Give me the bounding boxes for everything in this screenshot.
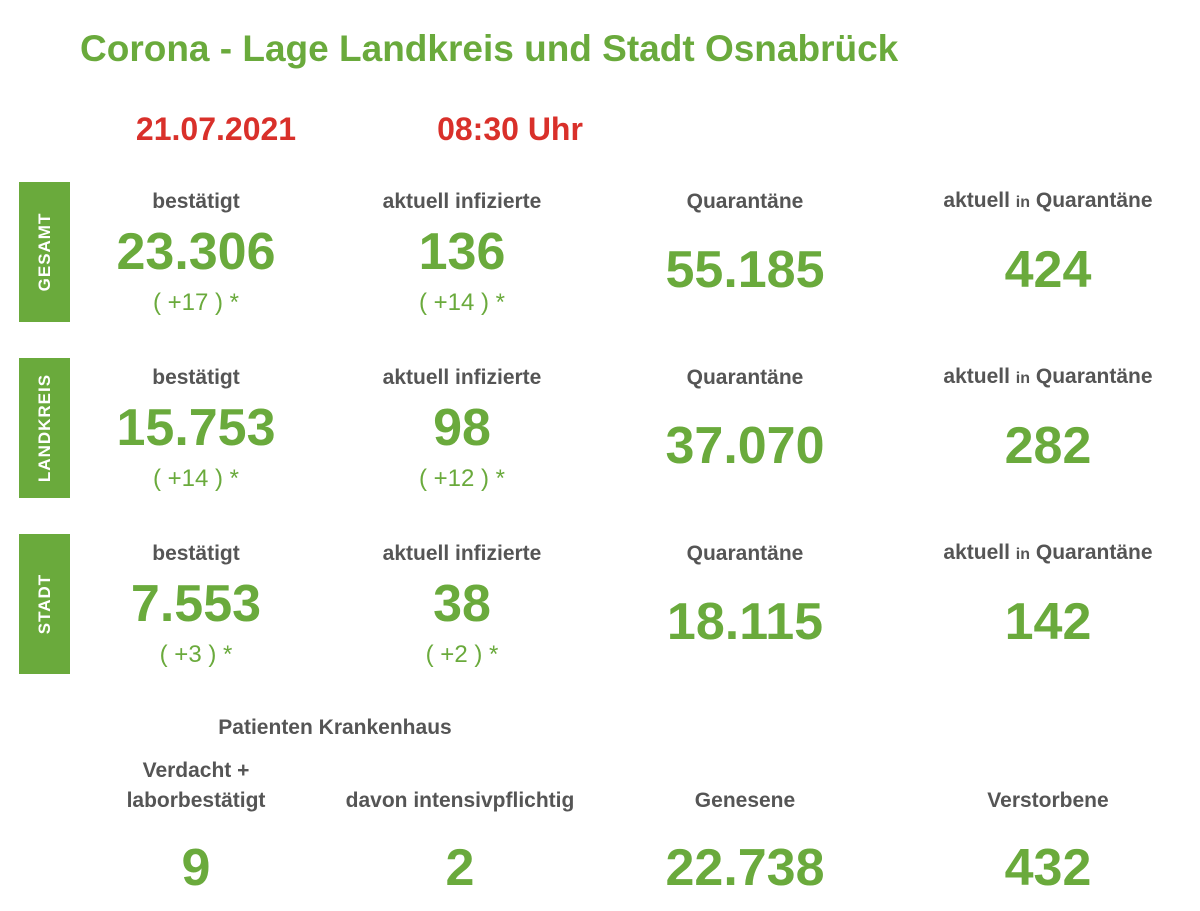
region-label-gesamt: GESAMT: [19, 182, 70, 322]
deceased-label: Verstorbene: [987, 789, 1109, 812]
active-label: aktuell infizierte: [382, 190, 542, 213]
confirmed-label: bestätigt: [152, 190, 240, 213]
quarantine-value: 37.070: [665, 417, 825, 475]
icu-value: 2: [445, 839, 475, 897]
recovered-label: Genesene: [694, 789, 796, 812]
active-value: 38: [433, 575, 491, 633]
current-quarantine-value: 282: [1004, 417, 1092, 475]
deceased-value: 432: [1004, 839, 1092, 897]
region-name: STADT: [34, 573, 54, 635]
suspected-label-line2: laborbestätigt: [126, 789, 266, 812]
active-delta: ( +14 ) *: [418, 289, 506, 316]
region-name: LANDKREIS: [34, 373, 54, 483]
active-delta: ( +12 ) *: [418, 465, 506, 492]
icu-label: davon intensivpflichtig: [345, 789, 575, 812]
quarantine-value: 18.115: [666, 593, 824, 651]
confirmed-delta: ( +14 ) *: [152, 465, 240, 492]
current-quarantine-label: aktuell in Quarantäne: [943, 189, 1153, 212]
quarantine-label: Quarantäne: [686, 542, 804, 565]
confirmed-value: 15.753: [116, 399, 276, 457]
confirmed-delta: ( +17 ) *: [152, 289, 240, 316]
suspected-value: 9: [181, 839, 211, 897]
region-name: GESAMT: [34, 212, 54, 292]
recovered-value: 22.738: [665, 839, 825, 897]
active-value: 98: [433, 399, 491, 457]
active-value: 136: [418, 223, 506, 281]
confirmed-value: 23.306: [116, 223, 276, 281]
hospital-heading: Patienten Krankenhaus: [218, 716, 452, 739]
active-delta: ( +2 ) *: [425, 641, 499, 668]
page-title: Corona - Lage Landkreis und Stadt Osnabr…: [80, 28, 899, 69]
current-quarantine-label: aktuell in Quarantäne: [943, 365, 1153, 388]
confirmed-value: 7.553: [130, 575, 262, 633]
active-label: aktuell infizierte: [382, 366, 542, 389]
confirmed-label: bestätigt: [152, 542, 240, 565]
active-label: aktuell infizierte: [382, 542, 542, 565]
region-label-stadt: STADT: [19, 534, 70, 674]
quarantine-label: Quarantäne: [686, 366, 804, 389]
report-time: 08:30 Uhr: [437, 111, 583, 147]
current-quarantine-value: 142: [1004, 593, 1092, 651]
current-quarantine-label: aktuell in Quarantäne: [943, 541, 1153, 564]
confirmed-delta: ( +3 ) *: [159, 641, 233, 668]
region-label-landkreis: LANDKREIS: [19, 358, 70, 498]
quarantine-label: Quarantäne: [686, 190, 804, 213]
confirmed-label: bestätigt: [152, 366, 240, 389]
current-quarantine-value: 424: [1004, 241, 1092, 299]
suspected-label-line1: Verdacht +: [142, 759, 250, 782]
report-date: 21.07.2021: [135, 111, 297, 147]
quarantine-value: 55.185: [665, 241, 825, 299]
